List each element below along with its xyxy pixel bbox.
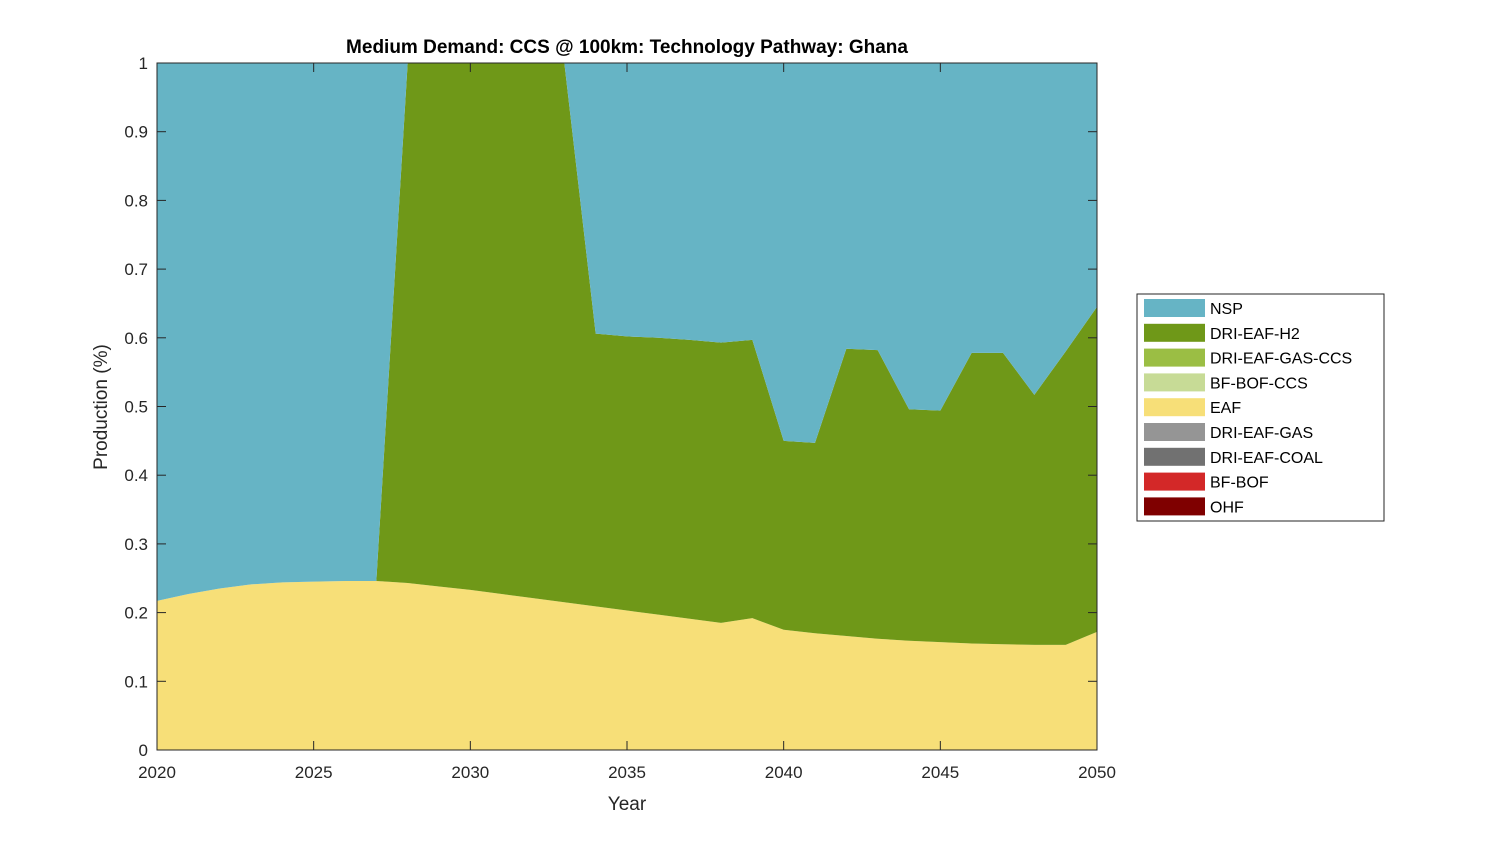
legend-swatch-dri-eaf-gas	[1144, 423, 1205, 441]
x-tick-label: 2025	[295, 763, 333, 782]
legend-swatch-nsp	[1144, 299, 1205, 317]
legend-swatch-bf-bof	[1144, 472, 1205, 491]
x-axis-label: Year	[608, 794, 647, 815]
y-tick-label: 0	[139, 741, 148, 760]
x-tick-label: 2035	[608, 763, 646, 782]
y-tick-label: 0.4	[124, 466, 148, 485]
legend-label-nsp: NSP	[1210, 301, 1243, 318]
legend-label-dri-eaf-coal: DRI-EAF-COAL	[1210, 450, 1323, 467]
legend-label-eaf: EAF	[1210, 400, 1241, 417]
area-nsp	[157, 63, 1097, 601]
y-axis-label: Production (%)	[91, 344, 112, 470]
legend-swatch-bf-bof-ccs	[1144, 373, 1205, 392]
y-tick-label: 0.1	[124, 672, 148, 691]
y-tick-label: 0.6	[124, 329, 148, 348]
area-eaf	[157, 581, 1097, 750]
legend-label-ohf: OHF	[1210, 499, 1244, 516]
legend-swatch-ohf	[1144, 497, 1205, 516]
y-tick-label: 0.3	[124, 535, 148, 554]
legend-label-dri-eaf-h2: DRI-EAF-H2	[1210, 326, 1300, 343]
plot-area	[157, 63, 1097, 750]
y-tick-label: 0.8	[124, 191, 148, 210]
x-tick-label: 2030	[451, 763, 489, 782]
y-tick-label: 0.5	[124, 398, 148, 417]
y-tick-label: 0.9	[124, 123, 148, 142]
legend-label-bf-bof-ccs: BF-BOF-CCS	[1210, 375, 1308, 392]
chart-title: Medium Demand: CCS @ 100km: Technology P…	[346, 37, 908, 58]
y-tick-label: 0.2	[124, 604, 148, 623]
axes: 2020 2025 2030 2035 2040 2045 2050 0 0.1 0.2 0.3 0.…	[124, 54, 1116, 782]
legend-swatch-eaf	[1144, 398, 1205, 417]
legend-swatch-dri-eaf-coal	[1144, 447, 1205, 466]
x-tick-label: 2020	[138, 763, 176, 782]
y-tick-label: 1	[139, 54, 148, 73]
legend-label-dri-eaf-gas: DRI-EAF-GAS	[1210, 425, 1313, 442]
x-tick-label: 2050	[1078, 763, 1116, 782]
legend-label-bf-bof: BF-BOF	[1210, 475, 1269, 492]
x-tick-label: 2045	[921, 763, 959, 782]
area-dri-eaf-h2	[157, 63, 1097, 645]
x-tick-label: 2040	[765, 763, 803, 782]
legend-label-dri-eaf-gas-ccs: DRI-EAF-GAS-CCS	[1210, 351, 1352, 368]
legend-swatch-dri-eaf-gas-ccs	[1144, 348, 1205, 367]
legend: NSP DRI-EAF-H2 DRI-EAF-GAS-CCS BF-BOF-CCS EA…	[1136, 293, 1385, 522]
y-tick-label: 0.7	[124, 260, 148, 279]
legend-swatch-dri-eaf-h2	[1144, 323, 1205, 342]
